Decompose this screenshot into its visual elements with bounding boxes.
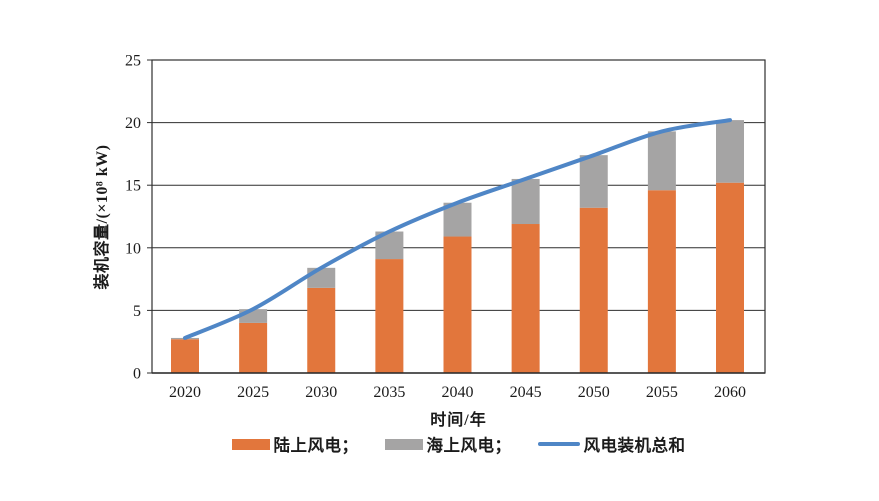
bar-offshore-2030 — [307, 267, 336, 288]
legend-label-offshore: 海上风电； — [426, 436, 512, 455]
y-tick-label: 25 — [125, 53, 141, 70]
y-axis-title: 装机容量/(×10⁸ kW) — [94, 144, 111, 290]
y-tick-label: 15 — [125, 178, 141, 195]
offshore-wind-swatch-icon — [384, 438, 423, 450]
bar-onshore-2025 — [239, 322, 268, 373]
x-tick-label: 2025 — [237, 384, 269, 401]
x-tick-label: 2035 — [373, 384, 405, 401]
y-tick-label: 0 — [133, 366, 141, 383]
total-line-swatch-icon — [537, 442, 580, 446]
bar-offshore-2045 — [511, 178, 540, 225]
legend-item-total: 风电装机总和 — [537, 432, 686, 456]
y-tick-label: 20 — [125, 115, 141, 132]
bar-offshore-2060 — [716, 120, 744, 183]
bar-onshore-2040 — [443, 236, 472, 373]
x-tick-label: 2050 — [578, 384, 610, 401]
legend-label-onshore: 陆上风电； — [273, 436, 359, 455]
onshore-wind-swatch-icon — [231, 438, 270, 450]
chart-legend: 陆上风电； 海上风电； 风电装机总和 — [152, 432, 765, 456]
total-capacity-line — [183, 118, 732, 340]
x-tick-label: 2045 — [510, 384, 542, 401]
y-tick-label: 10 — [125, 240, 141, 257]
bar-onshore-2020 — [171, 339, 199, 373]
bar-offshore-2050 — [579, 155, 608, 208]
x-tick-label: 2040 — [442, 384, 474, 401]
x-tick-label: 2020 — [169, 384, 201, 401]
x-tick-label: 2030 — [305, 384, 337, 401]
bar-onshore-2050 — [579, 207, 608, 373]
bar-onshore-2030 — [307, 287, 336, 373]
legend-item-offshore: 海上风电； — [384, 432, 512, 456]
bar-onshore-2055 — [647, 190, 676, 373]
x-tick-label: 2055 — [646, 384, 678, 401]
x-axis-title: 时间/年 — [430, 412, 487, 429]
bar-onshore-2045 — [511, 224, 540, 373]
legend-label-total: 风电装机总和 — [583, 436, 686, 455]
x-tick-label: 2060 — [714, 384, 746, 401]
y-tick-label: 5 — [133, 303, 141, 320]
bar-offshore-2055 — [647, 131, 676, 191]
legend-item-onshore: 陆上风电； — [231, 432, 359, 456]
bar-onshore-2060 — [716, 182, 744, 373]
bar-onshore-2035 — [375, 259, 404, 373]
